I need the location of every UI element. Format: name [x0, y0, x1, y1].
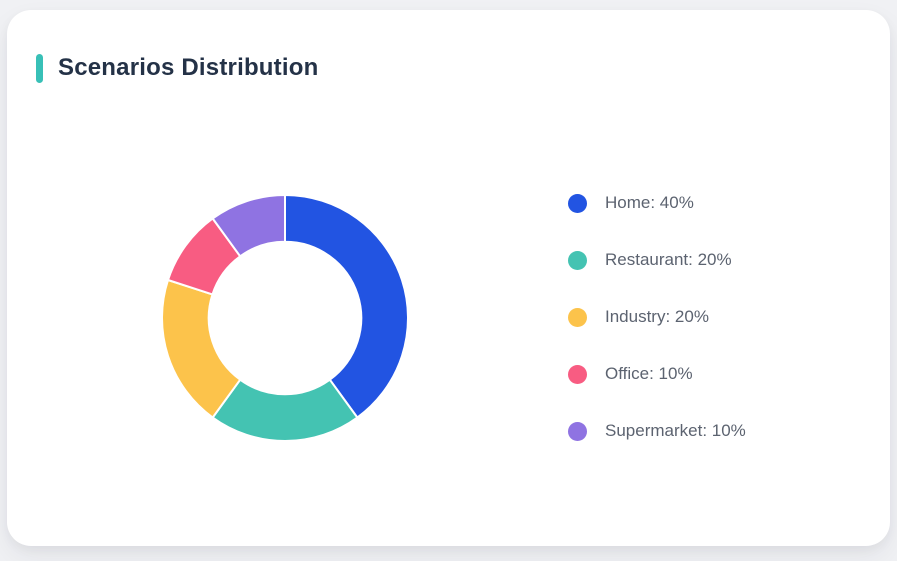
legend-item-label: Supermarket: 10%	[605, 421, 746, 440]
legend-item-label: Office: 10%	[605, 364, 693, 383]
title-accent-bar	[36, 53, 43, 83]
legend-item-label: Industry: 20%	[605, 307, 709, 326]
legend-color-dot	[568, 364, 587, 384]
scenarios-distribution-card: Scenarios Distribution Home: 40% Restaur…	[7, 10, 890, 546]
legend-item-supermarket[interactable]: Supermarket: 10%	[568, 420, 746, 442]
legend-item-label: Home: 40%	[605, 193, 694, 212]
legend-item-industry[interactable]: Industry: 20%	[568, 306, 746, 328]
donut-chart-container	[135, 168, 435, 468]
chart-area: Home: 40% Restaurant: 20% Industry: 20% …	[35, 168, 862, 477]
donut-segment-industry[interactable]	[161, 278, 242, 419]
chart-legend: Home: 40% Restaurant: 20% Industry: 20% …	[568, 192, 746, 477]
legend-color-dot	[568, 193, 587, 213]
donut-segment-supermarket[interactable]	[211, 194, 286, 258]
legend-color-dot	[568, 421, 587, 441]
legend-item-restaurant[interactable]: Restaurant: 20%	[568, 249, 746, 271]
legend-color-dot	[568, 307, 587, 327]
donut-segment-home[interactable]	[284, 194, 409, 419]
card-header: Scenarios Distribution	[35, 52, 862, 84]
page-title: Scenarios Distribution	[58, 54, 319, 81]
legend-color-dot	[568, 250, 587, 270]
legend-item-label: Restaurant: 20%	[605, 250, 732, 269]
legend-item-home[interactable]: Home: 40%	[568, 192, 746, 214]
legend-item-office[interactable]: Office: 10%	[568, 363, 746, 385]
donut-chart	[161, 194, 409, 442]
